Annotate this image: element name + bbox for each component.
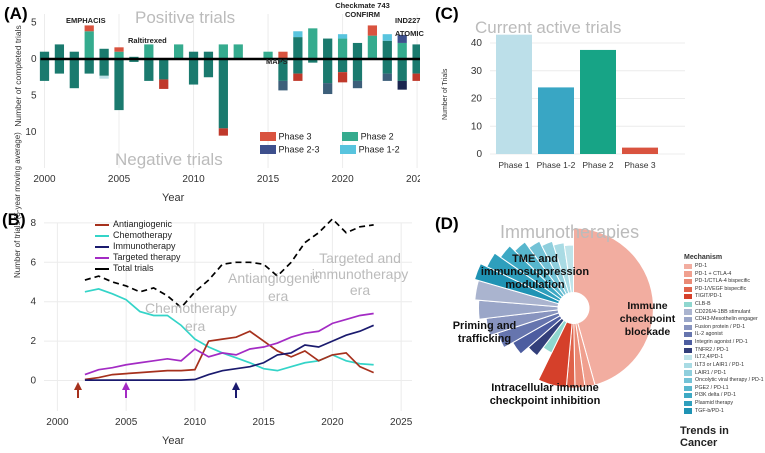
svg-text:0: 0 <box>476 149 482 160</box>
svg-text:10: 10 <box>471 121 483 132</box>
svg-text:Phase 1-2: Phase 1-2 <box>537 160 576 170</box>
svg-text:Phase 2: Phase 2 <box>582 160 613 170</box>
svg-text:40: 40 <box>471 38 483 49</box>
svg-text:0: 0 <box>31 54 37 65</box>
svg-text:2020: 2020 <box>331 174 354 185</box>
svg-text:Phase 1: Phase 1 <box>498 160 529 170</box>
svg-text:5: 5 <box>31 18 37 29</box>
svg-text:2000: 2000 <box>33 174 56 185</box>
svg-text:30: 30 <box>471 66 483 77</box>
svg-text:20: 20 <box>471 94 483 105</box>
svg-text:2015: 2015 <box>257 174 280 185</box>
svg-text:Phase 3: Phase 3 <box>624 160 655 170</box>
svg-text:10: 10 <box>25 127 37 138</box>
svg-text:2005: 2005 <box>108 174 131 185</box>
svg-text:5: 5 <box>31 91 37 102</box>
svg-text:2010: 2010 <box>182 174 205 185</box>
svg-text:2025: 2025 <box>406 174 420 185</box>
